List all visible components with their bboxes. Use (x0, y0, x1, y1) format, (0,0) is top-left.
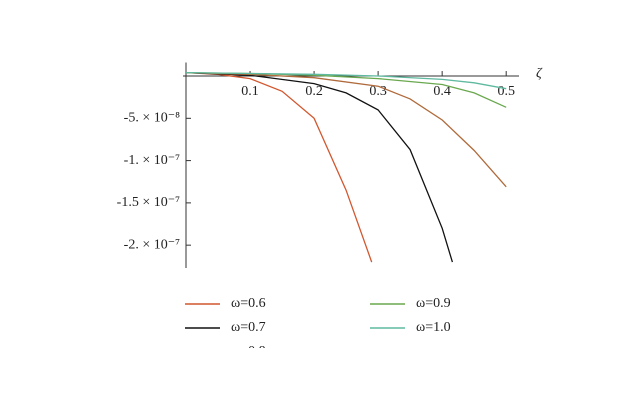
series-line (185, 71, 507, 108)
series-line (185, 71, 373, 263)
y-tick-label: -1. × 10⁻⁷ (124, 153, 180, 168)
legend-label: ω=0.6 (231, 296, 266, 311)
x-tick-label: 0.2 (305, 84, 323, 99)
legend-label: ω=0.7 (231, 320, 266, 335)
legend-label: ω=1.0 (416, 320, 451, 335)
x-axis-label: ζ (536, 66, 543, 81)
series-line (185, 71, 454, 263)
y-tick-label: -1.5 × 10⁻⁷ (117, 195, 180, 210)
x-tick-label: 0.4 (433, 84, 451, 99)
legend-label: ω=0.8 (231, 344, 266, 359)
legend-label: ω=0.9 (416, 296, 451, 311)
y-tick-label: -5. × 10⁻⁸ (124, 111, 180, 126)
x-tick-label: 0.1 (241, 84, 259, 99)
series-line (185, 71, 507, 90)
series-line (185, 71, 507, 188)
x-tick-label: 0.5 (497, 84, 515, 99)
y-tick-label: -2. × 10⁻⁷ (124, 237, 180, 252)
